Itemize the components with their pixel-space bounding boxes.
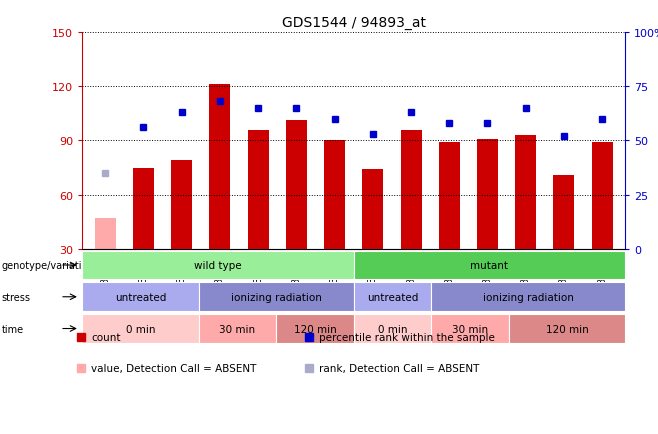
Bar (82, 251, 354, 279)
Bar (431, 315, 509, 343)
Text: percentile rank within the sample: percentile rank within the sample (319, 332, 495, 342)
Bar (354, 283, 431, 311)
Text: ionizing radiation: ionizing radiation (483, 292, 574, 302)
Bar (209, 85, 230, 250)
Bar (199, 315, 276, 343)
Bar (431, 283, 625, 311)
Text: 0 min: 0 min (126, 324, 155, 334)
Text: 0 min: 0 min (378, 324, 407, 334)
Bar (354, 251, 625, 279)
Bar (82, 315, 199, 343)
Text: rank, Detection Call = ABSENT: rank, Detection Call = ABSENT (319, 363, 480, 373)
Bar (363, 170, 384, 250)
Text: time: time (1, 324, 24, 334)
Bar (133, 168, 154, 250)
Bar (286, 121, 307, 250)
Text: 120 min: 120 min (545, 324, 588, 334)
Bar (247, 130, 268, 250)
Bar (439, 143, 460, 250)
Text: stress: stress (1, 292, 31, 302)
Text: 30 min: 30 min (452, 324, 488, 334)
Text: genotype/variation: genotype/variation (1, 260, 94, 270)
Text: ionizing radiation: ionizing radiation (231, 292, 322, 302)
Bar (276, 315, 354, 343)
Bar (199, 283, 354, 311)
Text: 30 min: 30 min (219, 324, 255, 334)
Text: untreated: untreated (367, 292, 418, 302)
Bar (592, 143, 613, 250)
Bar (324, 141, 345, 250)
Bar (515, 135, 536, 250)
Text: untreated: untreated (114, 292, 166, 302)
Bar (95, 219, 116, 250)
Text: 120 min: 120 min (293, 324, 336, 334)
Bar (509, 315, 625, 343)
Title: GDS1544 / 94893_at: GDS1544 / 94893_at (282, 16, 426, 30)
Text: count: count (91, 332, 121, 342)
Bar (401, 130, 422, 250)
Bar (171, 161, 192, 250)
Text: mutant: mutant (470, 260, 509, 270)
Bar (354, 315, 431, 343)
Bar (82, 283, 199, 311)
Bar (553, 175, 574, 250)
Text: value, Detection Call = ABSENT: value, Detection Call = ABSENT (91, 363, 257, 373)
Bar (477, 139, 498, 250)
Text: wild type: wild type (194, 260, 241, 270)
